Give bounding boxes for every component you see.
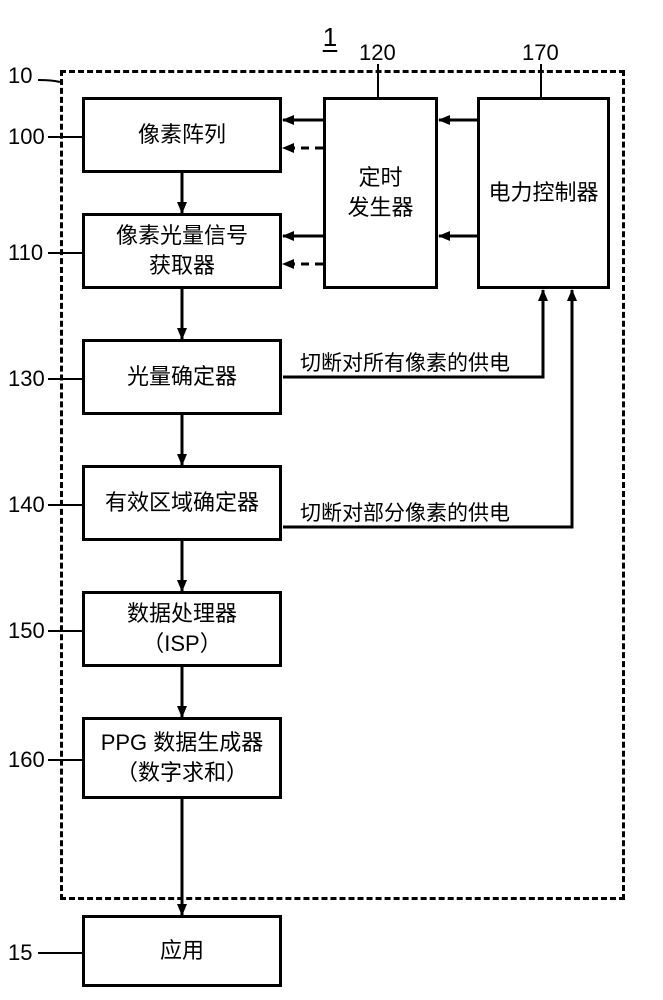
block-ppg-data-generator: PPG 数据生成器 （数字求和） [82, 717, 282, 799]
ref-100: 100 [8, 124, 45, 150]
block-power-controller: 电力控制器 [477, 97, 610, 289]
ref-150: 150 [8, 618, 45, 644]
diagram-canvas: 1 像素阵列 像素光量信号 获取器 定时 发生器 电力控制器 光量确定器 有效区… [0, 0, 663, 1000]
block-timing-generator: 定时 发生器 [323, 97, 438, 289]
block-light-determiner: 光量确定器 [82, 339, 282, 415]
ref-15: 15 [8, 940, 32, 966]
edge-label-cut-partial: 切断对部分像素的供电 [300, 497, 510, 527]
ref-110: 110 [8, 240, 43, 266]
ref-120: 120 [359, 40, 396, 66]
edge-label-cut-all: 切断对所有像素的供电 [300, 347, 510, 377]
block-pixel-array: 像素阵列 [82, 97, 282, 173]
block-pixel-light-acquirer: 像素光量信号 获取器 [82, 213, 282, 289]
ref-160: 160 [8, 747, 45, 773]
ref-170: 170 [522, 40, 559, 66]
ref-130: 130 [8, 366, 45, 392]
block-effective-area-determiner: 有效区域确定器 [82, 465, 282, 541]
ref-10: 10 [8, 63, 32, 89]
ref-140: 140 [8, 492, 45, 518]
block-data-processor-isp: 数据处理器（ISP） [82, 591, 282, 667]
diagram-title: 1 [310, 22, 350, 53]
block-application: 应用 [82, 915, 282, 987]
